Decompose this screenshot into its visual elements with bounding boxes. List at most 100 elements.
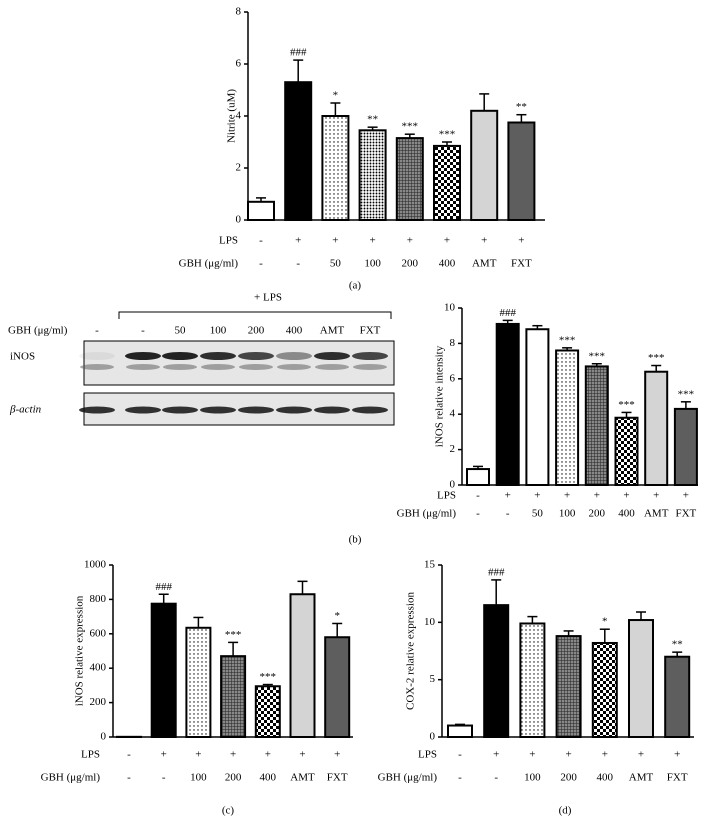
significance: ### xyxy=(488,566,505,578)
bar xyxy=(220,655,247,738)
row-value: 50 xyxy=(532,508,544,520)
bar xyxy=(289,593,316,738)
bar xyxy=(150,602,177,739)
row-value: 200 xyxy=(402,258,419,270)
bar xyxy=(507,121,536,221)
lane-label: AMT xyxy=(320,325,345,337)
significance: *** xyxy=(439,129,456,141)
bar xyxy=(555,635,582,738)
band xyxy=(314,406,350,414)
y-tick-label: 0 xyxy=(101,731,107,743)
row-value: 200 xyxy=(589,508,606,520)
row-label: GBH (μg/ml) xyxy=(378,772,438,784)
bar xyxy=(395,137,424,222)
y-tick-label: 10 xyxy=(444,302,456,314)
row-value: + xyxy=(369,235,375,247)
band xyxy=(200,352,236,360)
row-value: + xyxy=(265,749,271,761)
row-value: - xyxy=(259,258,263,270)
row-value: 100 xyxy=(559,508,576,520)
row-value: - xyxy=(458,772,462,784)
y-tick-label: 4 xyxy=(236,110,242,122)
significance: *** xyxy=(648,352,665,364)
caption: (d) xyxy=(559,805,572,817)
band xyxy=(238,352,274,360)
row-value: - xyxy=(506,508,510,520)
y-tick-label: 8 xyxy=(450,337,456,349)
blot-header: + LPS xyxy=(254,292,282,304)
row-value: 400 xyxy=(260,772,277,784)
bar xyxy=(466,468,490,487)
band xyxy=(238,406,274,414)
bar xyxy=(519,622,546,738)
significance: ** xyxy=(672,639,683,651)
bar xyxy=(324,636,351,738)
y-tick-label: 10 xyxy=(424,616,436,628)
y-tick-label: 600 xyxy=(90,627,107,639)
bar xyxy=(525,328,550,486)
y-tick-label: 0 xyxy=(430,731,436,743)
significance: ### xyxy=(290,47,307,59)
row-value: - xyxy=(458,749,462,761)
row-value: 400 xyxy=(439,258,456,270)
row-value: + xyxy=(493,749,499,761)
row-value: - xyxy=(476,490,480,502)
row-value: FXT xyxy=(676,508,697,520)
row-label: LPS xyxy=(81,749,100,761)
row-label: GBH (μg/ml) xyxy=(41,772,101,784)
band xyxy=(125,406,161,414)
y-tick-label: 6 xyxy=(450,372,456,384)
caption: (b) xyxy=(349,534,362,546)
band xyxy=(163,364,197,370)
significance: *** xyxy=(225,629,242,641)
row-value: 100 xyxy=(364,258,381,270)
y-tick-label: 200 xyxy=(90,696,107,708)
lane-label: 100 xyxy=(210,325,227,337)
row-value: + xyxy=(594,490,600,502)
band-label: β-actin xyxy=(9,404,42,416)
row-value: FXT xyxy=(511,258,532,270)
significance: * xyxy=(333,90,339,102)
row-label: GBH (μg/ml) xyxy=(397,508,457,520)
row-value: + xyxy=(332,235,338,247)
band xyxy=(162,406,198,414)
row-value: - xyxy=(476,508,480,520)
row-value: + xyxy=(529,749,535,761)
row-value: 400 xyxy=(597,772,614,784)
band xyxy=(314,352,350,360)
y-tick-label: 800 xyxy=(90,593,107,605)
lane-label: - xyxy=(95,325,99,337)
band xyxy=(200,406,236,414)
row-value: AMT xyxy=(290,772,315,784)
bar xyxy=(483,604,510,739)
bar xyxy=(628,619,654,738)
bar xyxy=(447,724,473,738)
bar xyxy=(433,144,461,221)
row-value: 100 xyxy=(190,772,207,784)
row-value: - xyxy=(259,235,263,247)
row-label: LPS xyxy=(219,235,238,247)
bar xyxy=(358,129,387,221)
band xyxy=(162,352,198,360)
row-label: GBH (μg/ml) xyxy=(179,258,239,270)
row-value: AMT xyxy=(644,508,669,520)
bar xyxy=(495,322,520,486)
caption: (a) xyxy=(349,280,362,292)
row-value: + xyxy=(161,749,167,761)
y-tick-label: 400 xyxy=(90,662,107,674)
bar xyxy=(247,200,275,222)
bar xyxy=(673,407,698,487)
blot xyxy=(79,340,395,426)
lane-label: 200 xyxy=(248,325,265,337)
row-value: + xyxy=(653,490,659,502)
row-value: 200 xyxy=(560,772,577,784)
lane-label: 50 xyxy=(175,325,187,337)
blot-panel xyxy=(83,340,395,386)
significance: ** xyxy=(516,101,527,113)
row-value: 400 xyxy=(618,508,635,520)
significance: * xyxy=(334,610,340,622)
bar xyxy=(591,641,618,738)
row-value: 50 xyxy=(330,258,342,270)
row-value: + xyxy=(334,749,340,761)
